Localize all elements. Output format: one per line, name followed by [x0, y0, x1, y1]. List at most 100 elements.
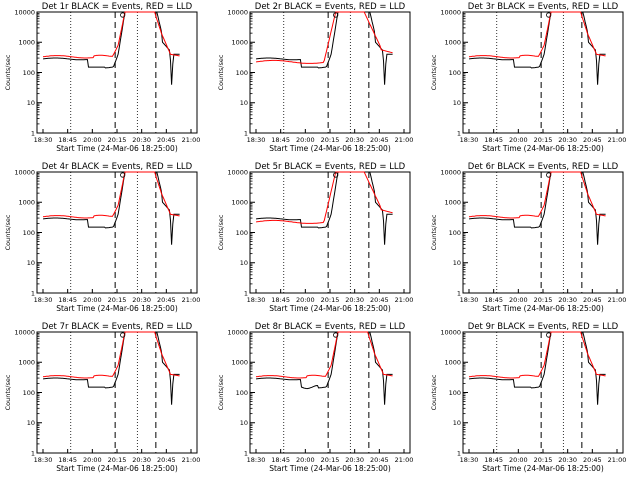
y-tick-label: 1 [457, 289, 461, 297]
y-tick-label: 1 [244, 289, 248, 297]
plot-frame [462, 11, 624, 134]
chart-title: Det 8r BLACK = Events, RED = LLD [255, 322, 406, 332]
chart-title: Det 2r BLACK = Events, RED = LLD [255, 2, 406, 12]
x-tick-label: 20:30 [345, 456, 364, 464]
y-tick-label: 1000 [231, 199, 248, 207]
y-tick-label: 1 [457, 129, 461, 137]
detector-chart-1: Det 1r BLACK = Events, RED = LLD 1 10 100 10… [4, 2, 200, 153]
x-axis-label: Start Time (24-Mar-06 18:25:00) [269, 144, 391, 153]
plot-frame [36, 331, 198, 454]
y-tick-label: 10 [27, 259, 35, 267]
x-tick-label: 18:45 [58, 136, 77, 144]
x-tick-label: 21:00 [395, 136, 414, 144]
y-tick-label: 1 [244, 129, 248, 137]
chart-title: Det 7r BLACK = Events, RED = LLD [42, 322, 193, 332]
x-tick-label: 18:45 [484, 456, 503, 464]
peak-marker [546, 172, 552, 178]
x-tick-label: 18:45 [484, 296, 503, 304]
chart-title: Det 3r BLACK = Events, RED = LLD [468, 2, 619, 12]
y-tick-label: 10 [240, 259, 248, 267]
x-tick-label: 18:30 [460, 136, 479, 144]
y-tick-label: 1000 [231, 359, 248, 367]
x-tick-label: 20:30 [558, 456, 577, 464]
detector-chart-5: Det 5r BLACK = Events, RED = LLD 1 10 100 10… [217, 162, 413, 313]
x-tick-label: 20:30 [345, 136, 364, 144]
y-tick-label: 100 [236, 389, 248, 397]
lld-series-line [42, 331, 180, 379]
x-tick-label: 18:45 [271, 296, 290, 304]
events-series-line [255, 11, 393, 85]
x-tick-label: 20:15 [321, 296, 340, 304]
x-tick-label: 18:30 [34, 136, 53, 144]
y-tick-label: 10 [453, 419, 461, 427]
events-series-line [42, 171, 180, 245]
x-tick-label: 18:30 [34, 296, 53, 304]
lld-series-line [468, 331, 606, 379]
y-tick-label: 10000 [14, 8, 35, 16]
y-tick-label: 10 [27, 99, 35, 107]
x-axis-label: Start Time (24-Mar-06 18:25:00) [269, 304, 391, 313]
x-tick-label: 20:30 [132, 136, 151, 144]
x-tick-label: 20:15 [534, 296, 553, 304]
y-tick-label: 1000 [444, 359, 461, 367]
y-tick-label: 10 [27, 419, 35, 427]
x-tick-label: 20:45 [370, 296, 389, 304]
x-tick-label: 18:45 [484, 136, 503, 144]
y-axis-label: Counts/sec [430, 374, 438, 410]
peak-marker [120, 172, 126, 178]
y-tick-label: 1000 [18, 39, 35, 47]
x-tick-label: 20:45 [157, 296, 176, 304]
x-tick-label: 18:30 [460, 456, 479, 464]
events-series-line [468, 171, 606, 245]
y-axis-label: Counts/sec [217, 54, 225, 90]
detector-chart-2: Det 2r BLACK = Events, RED = LLD 1 10 100 10… [217, 2, 413, 153]
y-tick-label: 1000 [231, 39, 248, 47]
y-tick-label: 10000 [14, 168, 35, 176]
x-tick-label: 20:00 [509, 296, 528, 304]
y-tick-label: 100 [449, 69, 461, 77]
x-tick-label: 21:00 [608, 136, 627, 144]
chart-title: Det 5r BLACK = Events, RED = LLD [255, 162, 406, 172]
events-series-line [42, 11, 180, 85]
y-tick-label: 100 [236, 229, 248, 237]
lld-series-line [255, 171, 393, 224]
chart-title: Det 4r BLACK = Events, RED = LLD [42, 162, 193, 172]
y-axis-label: Counts/sec [430, 214, 438, 250]
y-tick-label: 100 [449, 389, 461, 397]
peak-marker [546, 12, 552, 18]
x-axis-label: Start Time (24-Mar-06 18:25:00) [482, 464, 604, 473]
x-tick-label: 20:45 [583, 456, 602, 464]
x-tick-label: 18:30 [247, 136, 266, 144]
x-tick-label: 21:00 [182, 136, 201, 144]
y-tick-label: 1000 [444, 39, 461, 47]
lld-series-line [468, 171, 606, 219]
x-tick-label: 18:30 [247, 296, 266, 304]
y-tick-label: 1 [31, 129, 35, 137]
detector-chart-4: Det 4r BLACK = Events, RED = LLD 1 10 100 10… [4, 162, 200, 313]
x-axis-label: Start Time (24-Mar-06 18:25:00) [56, 304, 178, 313]
x-tick-label: 18:45 [58, 296, 77, 304]
plot-frame [249, 11, 411, 134]
y-axis-label: Counts/sec [4, 374, 12, 410]
x-tick-label: 18:30 [460, 296, 479, 304]
lld-series-line [255, 331, 393, 379]
lld-series-line [42, 11, 180, 59]
y-tick-label: 10000 [227, 8, 248, 16]
x-tick-label: 20:30 [132, 296, 151, 304]
x-axis-label: Start Time (24-Mar-06 18:25:00) [482, 304, 604, 313]
x-tick-label: 20:45 [157, 136, 176, 144]
x-tick-label: 20:30 [558, 296, 577, 304]
y-tick-label: 10000 [14, 328, 35, 336]
peak-marker [120, 332, 126, 338]
detector-chart-9: Det 9r BLACK = Events, RED = LLD 1 10 100 10… [430, 322, 626, 473]
chart-title: Det 9r BLACK = Events, RED = LLD [468, 322, 619, 332]
detector-chart-8: Det 8r BLACK = Events, RED = LLD 1 10 100 10… [217, 322, 413, 473]
y-axis-label: Counts/sec [217, 214, 225, 250]
y-tick-label: 100 [23, 389, 35, 397]
chart-title: Det 1r BLACK = Events, RED = LLD [42, 2, 193, 12]
peak-marker [546, 332, 552, 338]
x-axis-label: Start Time (24-Mar-06 18:25:00) [56, 464, 178, 473]
plot-frame [36, 171, 198, 294]
plot-frame [36, 11, 198, 134]
y-tick-label: 10000 [227, 168, 248, 176]
